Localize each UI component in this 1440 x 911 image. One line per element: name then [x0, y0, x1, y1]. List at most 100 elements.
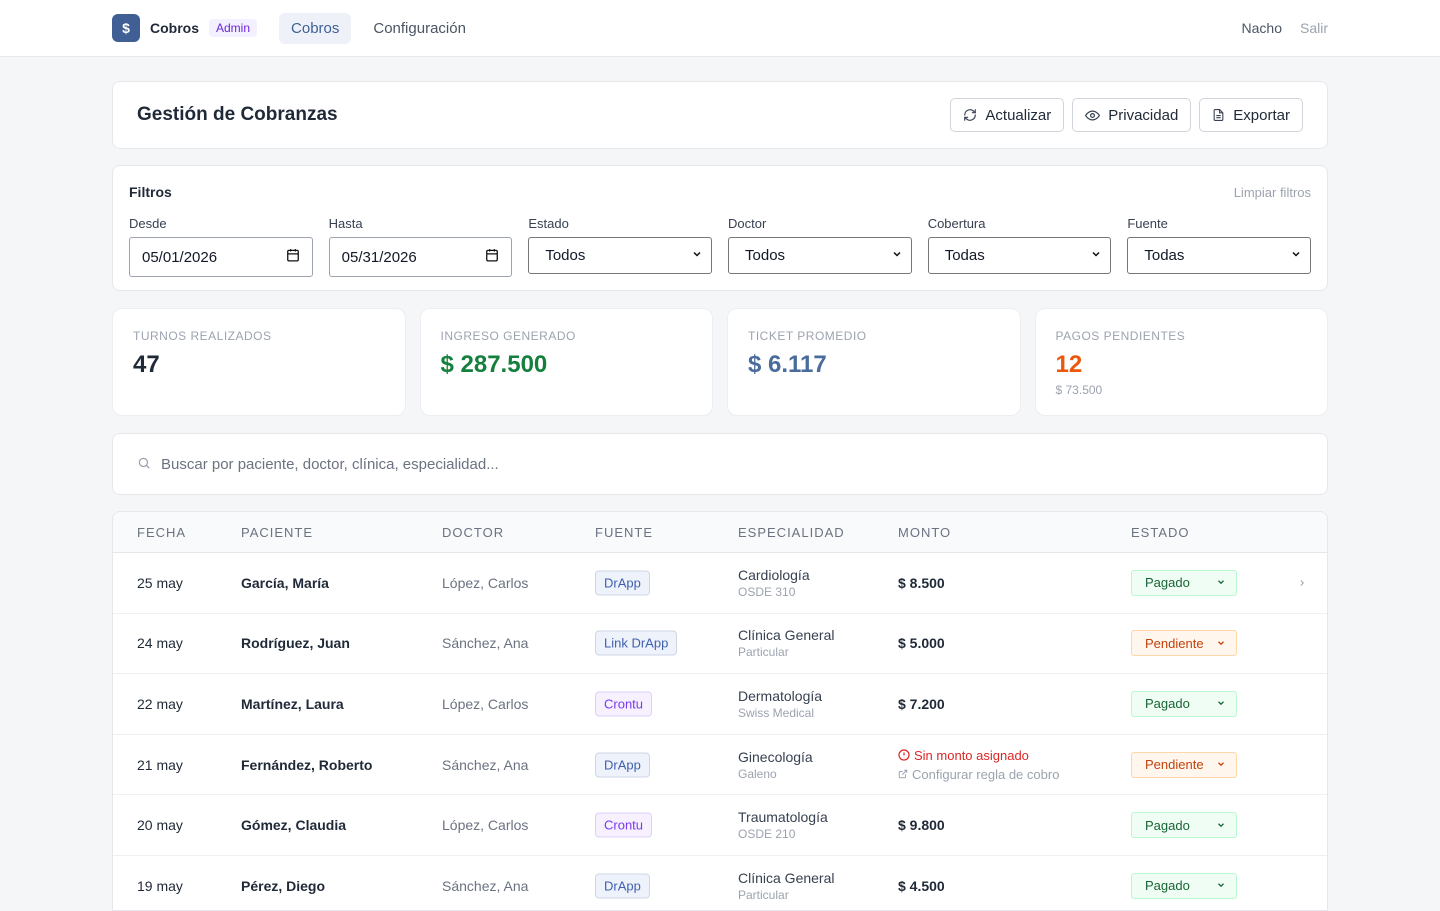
specialty-name: Clínica General	[738, 869, 835, 886]
search-input[interactable]	[161, 455, 1061, 473]
filter-to: Hasta 05/31/2026	[328, 216, 513, 277]
filter-source-label: Fuente	[1127, 216, 1168, 231]
chevron-down-icon	[1216, 757, 1226, 772]
tab-cobros[interactable]: Cobros	[279, 12, 352, 44]
chevron-right-icon[interactable]	[1297, 575, 1307, 591]
row-amount: $ 9.800	[898, 817, 945, 834]
row-date: 25 may	[137, 574, 183, 591]
configure-rule-label: Configurar regla de cobro	[912, 766, 1060, 782]
specialty-name: Traumatología	[738, 809, 828, 826]
app-logo[interactable]: $	[112, 14, 140, 42]
table-row[interactable]: 25 may García, María López, Carlos DrApp…	[113, 553, 1327, 614]
source-tag: Crontu	[595, 812, 653, 838]
logout-link[interactable]: Salir	[1299, 20, 1328, 36]
source-tag: Link DrApp	[595, 630, 678, 656]
stat-card: Pagos pendientes 12 $ 73.500	[1034, 308, 1328, 416]
filter-doctor-label: Doctor	[728, 216, 767, 231]
refresh-label: Actualizar	[985, 106, 1052, 124]
doctor-select-value: Todos	[745, 247, 786, 264]
stat-label: Ticket promedio	[748, 329, 867, 343]
col-status[interactable]: Estado	[1131, 525, 1190, 540]
coverage-select[interactable]: Todas	[927, 237, 1112, 274]
stat-label: Ingreso generado	[440, 329, 576, 343]
chevron-down-icon	[1216, 696, 1226, 711]
chevron-down-icon	[1216, 636, 1226, 651]
page-title: Gestión de Cobranzas	[137, 104, 338, 125]
status-select[interactable]: Pagado	[1131, 569, 1237, 596]
status-label: Pagado	[1145, 817, 1190, 833]
stat-card: Ingreso generado $ 287.500	[419, 308, 713, 416]
filter-coverage: Cobertura Todas	[927, 216, 1112, 277]
clear-filters-link[interactable]: Limpiar filtros	[1233, 184, 1311, 200]
date-from-input[interactable]: 05/01/2026	[129, 237, 313, 277]
stat-value: 47	[133, 351, 160, 378]
col-patient[interactable]: Paciente	[241, 525, 314, 540]
user-name[interactable]: Nacho	[1241, 20, 1282, 36]
chevron-down-icon	[1090, 247, 1102, 264]
search-bar	[112, 433, 1328, 495]
coverage-name: Particular	[738, 887, 789, 902]
row-doctor: Sánchez, Ana	[442, 756, 529, 773]
stat-value: 12	[1055, 351, 1083, 378]
row-doctor: Sánchez, Ana	[442, 877, 529, 894]
status-select[interactable]: Pagado	[1131, 690, 1237, 717]
col-date[interactable]: Fecha	[137, 525, 187, 540]
coverage-name: Galeno	[738, 766, 777, 781]
row-specialty: Clínica General Particular	[738, 870, 835, 902]
col-amount[interactable]: Monto	[898, 525, 952, 540]
status-select[interactable]: Pagado	[1131, 872, 1237, 899]
refresh-button[interactable]: Actualizar	[950, 98, 1065, 132]
source-tag: DrApp	[595, 873, 650, 899]
status-select[interactable]: Pendiente	[1131, 630, 1237, 657]
table-row[interactable]: 20 may Gómez, Claudia López, Carlos Cron…	[113, 795, 1327, 856]
calendar-icon[interactable]	[485, 248, 499, 266]
table-row[interactable]: 24 may Rodríguez, Juan Sánchez, Ana Link…	[113, 614, 1327, 675]
table-row[interactable]: 21 may Fernández, Roberto Sánchez, Ana D…	[113, 735, 1327, 796]
chevron-down-icon	[1216, 575, 1226, 590]
table-row[interactable]: 22 may Martínez, Laura López, Carlos Cro…	[113, 674, 1327, 735]
source-select[interactable]: Todas	[1127, 237, 1312, 274]
external-link-icon	[898, 769, 908, 779]
coverage-select-value: Todas	[944, 247, 985, 264]
doctor-select[interactable]: Todos	[728, 237, 912, 274]
export-button[interactable]: Exportar	[1199, 98, 1303, 132]
calendar-icon[interactable]	[286, 248, 300, 266]
row-date: 20 may	[137, 817, 183, 834]
row-specialty: Cardiología OSDE 310	[738, 567, 810, 599]
col-doctor[interactable]: Doctor	[442, 525, 505, 540]
specialty-name: Clínica General	[738, 627, 835, 644]
row-specialty: Ginecología Galeno	[738, 749, 813, 781]
brand-name: Cobros	[150, 20, 199, 36]
tab-configuracion[interactable]: Configuración	[373, 19, 466, 37]
source-tag: DrApp	[595, 752, 650, 778]
date-to-input[interactable]: 05/31/2026	[328, 237, 513, 277]
document-icon	[1212, 108, 1225, 122]
row-specialty: Traumatología OSDE 210	[738, 809, 828, 841]
status-select[interactable]: Pagado	[1131, 812, 1237, 839]
status-select[interactable]: Pendiente	[1131, 751, 1237, 778]
stat-value: $ 6.117	[748, 351, 827, 378]
stat-label: Pagos pendientes	[1055, 329, 1186, 343]
status-label: Pendiente	[1145, 757, 1204, 773]
col-specialty[interactable]: Especialidad	[738, 525, 845, 540]
no-amount-label: Sin monto asignado	[914, 747, 1029, 763]
alert-icon	[898, 749, 910, 761]
privacy-button[interactable]: Privacidad	[1072, 98, 1192, 132]
filters-panel: Filtros Limpiar filtros Desde 05/01/2026…	[112, 165, 1328, 291]
coverage-name: Swiss Medical	[738, 705, 815, 720]
table-row[interactable]: 19 may Pérez, Diego Sánchez, Ana DrApp C…	[113, 856, 1327, 910]
configure-rule-link[interactable]: Configurar regla de cobro	[898, 767, 1059, 782]
status-select[interactable]: Todos	[528, 237, 713, 274]
row-patient: Pérez, Diego	[241, 877, 326, 894]
eye-icon	[1085, 108, 1101, 123]
specialty-name: Ginecología	[738, 748, 813, 765]
filter-status-label: Estado	[528, 216, 569, 231]
row-patient: García, María	[241, 574, 329, 591]
col-source[interactable]: Fuente	[595, 525, 653, 540]
row-patient: Martínez, Laura	[241, 695, 344, 712]
filter-status: Estado Todos	[528, 216, 713, 277]
search-icon	[137, 456, 151, 473]
row-patient: Rodríguez, Juan	[241, 635, 350, 652]
status-label: Pagado	[1145, 575, 1190, 591]
stat-subvalue: $ 73.500	[1055, 383, 1103, 397]
